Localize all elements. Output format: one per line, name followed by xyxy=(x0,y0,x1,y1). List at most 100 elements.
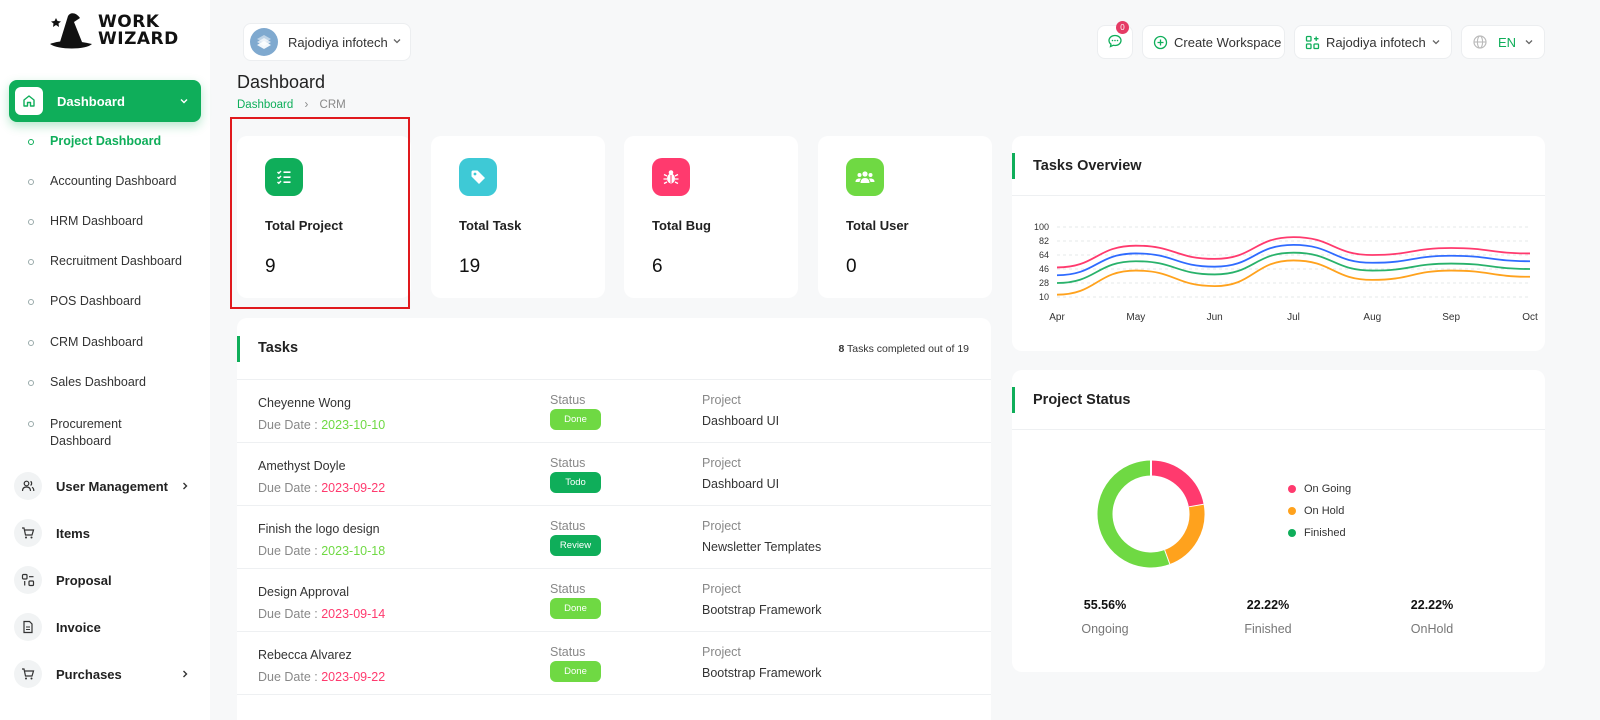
stat-value: 9 xyxy=(265,256,276,277)
language-selector[interactable]: EN xyxy=(1461,25,1545,59)
sidebar-item-invoice[interactable]: Invoice xyxy=(14,612,204,642)
table-row[interactable]: Design Approval Due Date : 2023-09-14 Stat… xyxy=(237,569,991,632)
sidebar-item-dashboard[interactable]: Dashboard xyxy=(9,80,201,122)
breadcrumb-separator-icon: › xyxy=(304,99,309,111)
sidebar-item-purchases[interactable]: Purchases xyxy=(14,659,204,689)
project-label: Project xyxy=(702,456,741,470)
table-row[interactable]: Finish the logo design Due Date : 2023-10… xyxy=(237,506,991,569)
stat-value: 6 xyxy=(652,256,663,277)
sidebar-item-label: User Management xyxy=(56,478,168,494)
breadcrumb-dashboard-link[interactable]: Dashboard xyxy=(237,99,294,111)
table-row[interactable]: Amethyst Doyle Due Date : 2023-09-22 Statu… xyxy=(237,443,991,506)
sidebar-item-user-management[interactable]: User Management xyxy=(14,471,204,501)
legend-item-on-hold: On Hold xyxy=(1288,505,1344,517)
sidebar-item-label: Dashboard xyxy=(57,93,125,109)
sidebar-item-proposal[interactable]: Proposal xyxy=(14,565,204,595)
stat-label: Total Bug xyxy=(652,218,711,233)
tag-icon xyxy=(459,158,497,196)
series-line-3 xyxy=(1056,251,1531,284)
project-name: Bootstrap Framework xyxy=(702,666,822,680)
sidebar: WORK WIZARD Dashboard Project Dashboard … xyxy=(0,0,210,720)
stat-card-total-bug[interactable]: Total Bug 6 xyxy=(624,136,798,298)
tasks-summary-text: Tasks completed out of 19 xyxy=(844,343,969,355)
legend-label: On Going xyxy=(1304,483,1352,495)
series-line-2 xyxy=(1056,243,1531,277)
tasks-title: Tasks xyxy=(258,340,299,356)
chevron-down-icon xyxy=(1431,37,1441,47)
y-tick-label: 82 xyxy=(1039,236,1049,246)
legend-item-on-going: On Going xyxy=(1288,483,1351,495)
percent-ongoing: 55.56% Ongoing xyxy=(1045,598,1165,636)
x-tick-label: May xyxy=(1126,312,1145,323)
sidebar-item-items[interactable]: Items xyxy=(14,518,204,548)
sidebar-subitem-sales-dashboard[interactable]: Sales Dashboard xyxy=(28,375,203,389)
status-label: Status xyxy=(550,645,586,659)
y-tick-label: 64 xyxy=(1039,250,1049,260)
status-badge: Done xyxy=(550,661,601,682)
company-selector[interactable]: Rajodiya infotech xyxy=(1294,25,1452,59)
sidebar-subitem-recruitment-dashboard[interactable]: Recruitment Dashboard xyxy=(28,254,203,268)
sidebar-subitem-hrm-dashboard[interactable]: HRM Dashboard xyxy=(28,214,203,228)
project-name: Bootstrap Framework xyxy=(702,603,822,617)
project-label: Project xyxy=(702,582,741,596)
sidebar-subitem-label: Project Dashboard xyxy=(50,134,162,148)
project-status-donut-chart xyxy=(1097,460,1205,568)
header-accent-bar xyxy=(237,336,240,362)
plus-circle-icon xyxy=(1153,35,1168,50)
sidebar-subitem-procurement-dashboard[interactable]: Procurement Dashboard xyxy=(28,416,148,450)
tasks-overview-card: Tasks Overview 100 82 64 46 28 10 Apr May Jun Jul… xyxy=(1012,136,1545,351)
stat-label: Total Project xyxy=(265,218,343,233)
sidebar-subitem-project-dashboard[interactable]: Project Dashboard xyxy=(28,134,203,148)
sidebar-subitem-label: POS Dashboard xyxy=(50,294,142,308)
cart-icon xyxy=(14,660,42,688)
due-label: Due Date : xyxy=(258,544,322,558)
tasks-card: Tasks 8 Tasks completed out of 19 Cheyen… xyxy=(237,318,991,720)
due-date: 2023-09-22 xyxy=(321,670,386,684)
workspace-selector[interactable]: Rajodiya infotech xyxy=(243,23,411,61)
company-name: Rajodiya infotech xyxy=(1326,34,1426,50)
tasks-summary: 8 Tasks completed out of 19 xyxy=(838,343,969,355)
logo-text: WORK WIZARD xyxy=(98,14,179,48)
bullet-icon xyxy=(28,219,34,225)
stat-card-total-task[interactable]: Total Task 19 xyxy=(431,136,605,298)
sidebar-subitem-crm-dashboard[interactable]: CRM Dashboard xyxy=(28,335,203,349)
table-row[interactable]: Cheyenne Wong Due Date : 2023-10-10 Status… xyxy=(237,380,991,443)
stat-card-total-project[interactable]: Total Project 9 xyxy=(237,136,411,298)
table-row[interactable]: Rebecca Alvarez Due Date : 2023-09-22 Stat… xyxy=(237,632,991,695)
percent-value: 55.56% xyxy=(1083,598,1127,612)
legend-label: Finished xyxy=(1304,527,1346,539)
chevron-down-icon xyxy=(392,36,402,49)
legend-dot xyxy=(1288,507,1296,515)
percent-label: Ongoing xyxy=(1081,622,1129,636)
create-workspace-button[interactable]: Create Workspace xyxy=(1142,25,1285,59)
messages-button[interactable]: 0 xyxy=(1097,21,1133,59)
work-wizard-logo[interactable]: WORK WIZARD xyxy=(46,10,178,54)
status-label: Status xyxy=(550,393,586,407)
y-tick-label: 10 xyxy=(1039,292,1049,302)
cart-icon xyxy=(14,519,42,547)
task-name: Amethyst Doyle xyxy=(258,459,346,473)
percent-value: 22.22% xyxy=(1246,598,1290,612)
donut-slice-on-hold xyxy=(1163,504,1205,565)
series-line-4 xyxy=(1056,259,1531,296)
stat-card-total-user[interactable]: Total User 0 xyxy=(818,136,992,298)
chevron-right-icon xyxy=(180,479,190,494)
y-tick-label: 100 xyxy=(1034,222,1049,232)
donut-slice-finished xyxy=(1097,460,1170,568)
sidebar-subitem-label: Sales Dashboard xyxy=(50,375,146,389)
status-label: Status xyxy=(550,456,586,470)
x-tick-label: Jun xyxy=(1207,312,1223,323)
due-date: 2023-09-14 xyxy=(321,607,386,621)
status-badge: Done xyxy=(550,409,601,430)
due-label: Due Date : xyxy=(258,670,322,684)
page-title: Dashboard xyxy=(237,72,326,92)
workspace-name: Rajodiya infotech xyxy=(288,34,388,50)
task-due: Due Date : 2023-09-14 xyxy=(258,607,385,621)
users-icon xyxy=(14,472,42,500)
x-tick-label: Jul xyxy=(1287,312,1300,323)
sidebar-subitem-pos-dashboard[interactable]: POS Dashboard xyxy=(28,294,203,308)
sidebar-subitem-label: Procurement Dashboard xyxy=(50,417,122,448)
chevron-down-icon xyxy=(1524,37,1534,47)
sidebar-subitem-accounting-dashboard[interactable]: Accounting Dashboard xyxy=(28,174,203,188)
